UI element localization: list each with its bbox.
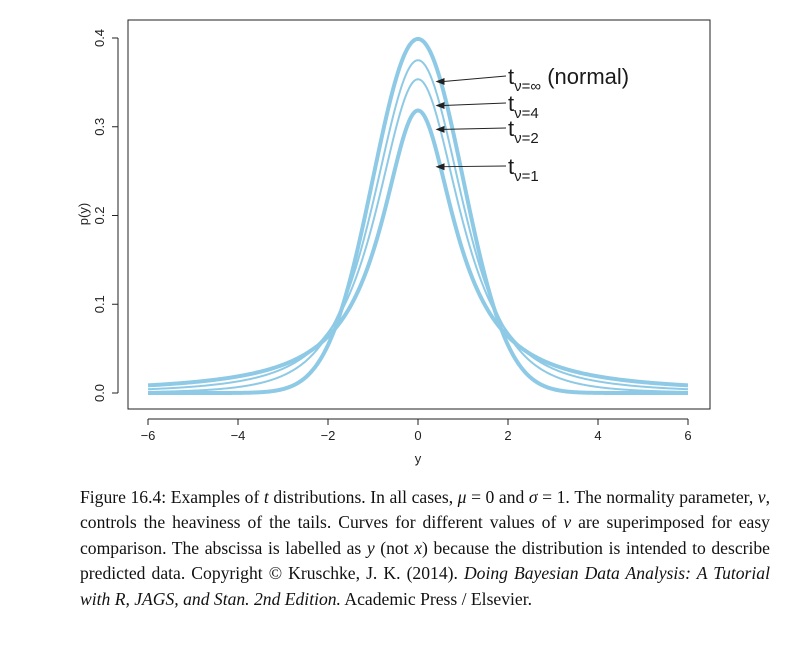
y-tick-label: 0.3	[92, 118, 107, 136]
annotation-subscript: ν=2	[514, 130, 539, 147]
annotation-arrowhead	[435, 101, 445, 109]
chart-figure: −6 −4 −2 0 2 4 6 0.0 0.1 0.2 0.3 0.4 tν=∞ (normal) t…	[76, 19, 711, 466]
caption-p8: Academic Press / Elsevier.	[340, 588, 533, 609]
x-tick-label: 0	[414, 428, 421, 443]
x-tick-label: 4	[594, 428, 601, 443]
y-tick-label: 0.1	[92, 295, 107, 313]
annotation-subscript: ν=1	[514, 168, 539, 185]
annotation-arrow	[443, 127, 507, 130]
annotation-subscript: ν=4	[514, 105, 539, 122]
annotation-base: t	[508, 154, 514, 179]
caption-p4: , controls the heaviness of the tails. C…	[80, 487, 770, 533]
caption-x: x	[414, 537, 423, 558]
caption-nu1: ν	[757, 487, 766, 507]
series-line-nu-inf	[147, 36, 689, 395]
y-tick-label: 0.0	[92, 384, 107, 402]
series-line-nu-2	[147, 78, 689, 391]
annotation-base: t	[508, 116, 514, 141]
x-tick-label: −2	[321, 428, 336, 443]
axes: −6 −4 −2 0 2 4 6 0.0 0.1 0.2 0.3 0.4	[92, 29, 692, 443]
annotation-arrow	[443, 165, 507, 168]
chart-svg: −6 −4 −2 0 2 4 60.00.10.20.30.4 tν=∞ (normal)t…	[76, 19, 711, 466]
annotation-label: tν=2	[508, 116, 539, 147]
annotations: tν=∞ (normal)tν=4tν=2tν=1	[435, 64, 629, 185]
annotation-arrow	[443, 75, 507, 82]
x-tick-label: −4	[231, 428, 246, 443]
annotation-arrow	[443, 102, 507, 106]
caption-mu: μ	[457, 487, 467, 507]
annotation-label: tν=1	[508, 154, 539, 185]
caption-p2: = 0 and	[466, 487, 529, 507]
y-tick-label: 0.2	[92, 206, 107, 224]
annotation-base: t	[508, 64, 514, 89]
annotation-label: tν=∞ (normal)	[508, 64, 629, 95]
x-tick-label: −6	[141, 428, 156, 443]
caption-p1: distributions. In all cases,	[268, 487, 458, 507]
annotation-suffix: (normal)	[541, 64, 629, 89]
plot-box	[127, 19, 711, 410]
caption-p5: are superimposed for easy comparison. Th…	[80, 512, 770, 558]
curves	[147, 36, 689, 395]
annotation-arrowhead	[435, 163, 445, 171]
figure-caption: Figure 16.4: Examples of t distributions…	[80, 485, 770, 612]
x-axis-title: y	[415, 451, 422, 466]
annotation-arrowhead	[435, 125, 445, 133]
caption-p3: = 1. The normality parameter,	[537, 487, 758, 507]
x-tick-label: 2	[504, 428, 511, 443]
caption-lead: Figure 16.4: Examples of	[80, 487, 264, 507]
y-tick-label: 0.4	[92, 29, 107, 47]
x-tick-label: 6	[684, 428, 691, 443]
caption-p7: ) because the distribution is intended t…	[80, 537, 770, 584]
series-line-nu-4	[147, 59, 689, 393]
caption-nu2: ν	[563, 512, 572, 533]
annotation-label: tν=4	[508, 91, 539, 122]
series-line-nu-1	[147, 108, 689, 388]
caption-sigma: σ	[528, 487, 538, 507]
y-axis-title: p(y)	[76, 203, 91, 225]
annotation-arrowhead	[435, 77, 445, 85]
annotation-subscript: ν=∞	[514, 78, 541, 95]
caption-book: Doing Bayesian Data Analysis: A Tutorial…	[80, 563, 770, 609]
caption-y: y	[366, 537, 375, 558]
annotation-base: t	[508, 91, 514, 116]
caption-t: t	[263, 487, 269, 507]
caption-p6: (not	[374, 537, 415, 558]
